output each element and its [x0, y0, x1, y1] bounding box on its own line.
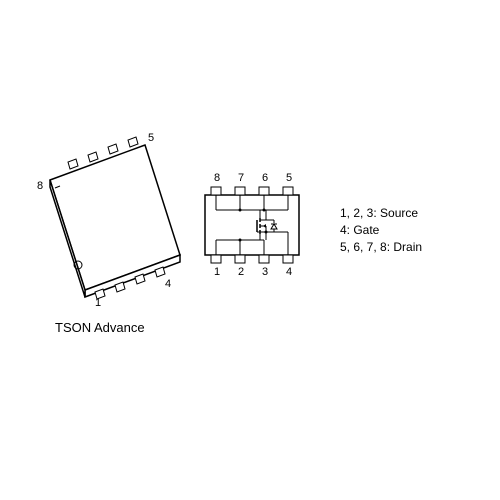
pinout-pin-1: 1	[214, 266, 220, 278]
legend-line-3: 5, 6, 7, 8: Drain	[340, 239, 422, 256]
pinout-pin-4: 4	[286, 266, 292, 278]
pinout-pin-6: 6	[262, 172, 268, 184]
pkg-pin-8: 8	[37, 180, 43, 192]
pkg-pin-5: 5	[148, 132, 154, 144]
pkg-pin-4: 4	[165, 278, 171, 290]
pinout-pin-2: 2	[238, 266, 244, 278]
pinout-pin-7: 7	[238, 172, 244, 184]
pinout-pin-3: 3	[262, 266, 268, 278]
pinout-pin-8: 8	[214, 172, 220, 184]
package-caption: TSON Advance	[55, 320, 145, 335]
pinout-body	[205, 187, 299, 263]
legend-line-1: 1, 2, 3: Source	[340, 205, 422, 222]
pinout-svg	[0, 0, 500, 500]
legend-line-2: 4: Gate	[340, 222, 422, 239]
pinout-pin-5: 5	[286, 172, 292, 184]
pin-legend: 1, 2, 3: Source 4: Gate 5, 6, 7, 8: Drai…	[340, 205, 422, 255]
pkg-pin-1: 1	[95, 297, 101, 309]
